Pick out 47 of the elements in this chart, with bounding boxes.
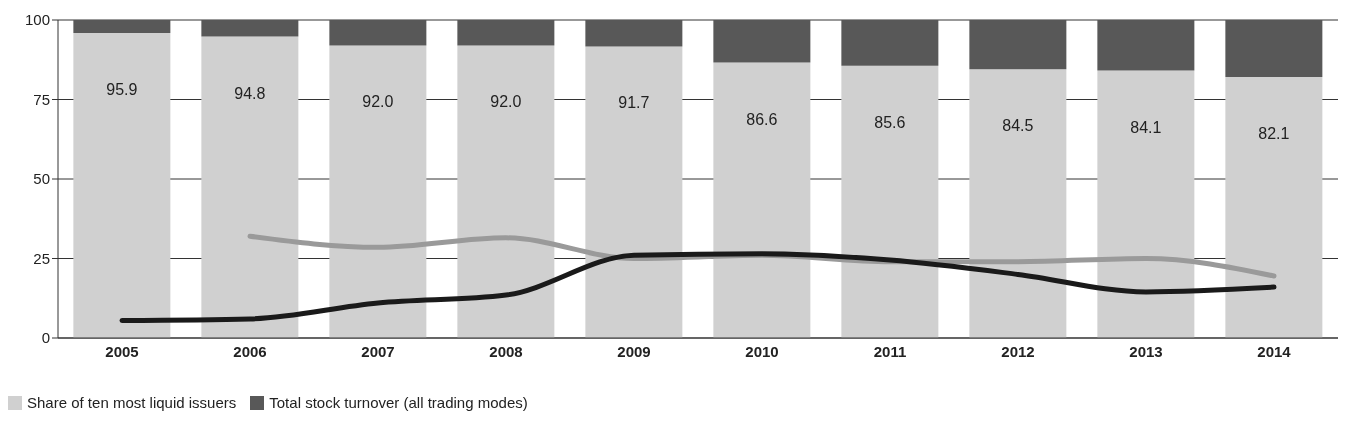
data-label: 84.1: [1130, 118, 1162, 136]
bar: [73, 20, 171, 34]
x-tick-label: 2008: [489, 342, 523, 360]
legend-label: Total stock turnover (all trading modes): [269, 394, 528, 411]
bar: [713, 62, 811, 338]
y-tick-label: 100: [24, 11, 50, 29]
bar: [201, 36, 299, 338]
data-label: 84.5: [1002, 117, 1034, 135]
x-tick-label: 2007: [361, 342, 395, 360]
bar: [969, 20, 1067, 70]
data-label: 86.6: [746, 110, 778, 128]
y-tick-label: 50: [33, 170, 50, 188]
x-tick-label: 2014: [1257, 342, 1292, 360]
data-label: 94.8: [234, 84, 266, 102]
bar: [1225, 20, 1323, 77]
bar: [585, 20, 683, 47]
bar: [969, 69, 1067, 338]
bar: [1097, 20, 1195, 71]
y-tick-label: 0: [41, 329, 50, 347]
bar: [841, 65, 939, 338]
data-label: 92.0: [490, 93, 522, 111]
bar: [329, 45, 427, 338]
bar: [841, 20, 939, 66]
x-tick-label: 2012: [1001, 342, 1035, 360]
bar: [585, 46, 683, 338]
legend-label: Share of ten most liquid issuers: [27, 394, 237, 411]
data-label: 92.0: [362, 93, 394, 111]
data-label: 85.6: [874, 113, 906, 131]
bar: [1097, 70, 1195, 338]
bar: [457, 45, 555, 338]
x-tick-label: 2005: [105, 342, 139, 360]
x-tick-label: 2006: [233, 342, 267, 360]
x-tick-label: 2013: [1129, 342, 1163, 360]
x-tick-label: 2010: [745, 342, 779, 360]
bar: [457, 20, 555, 46]
y-tick-label: 75: [33, 90, 50, 108]
x-tick-label: 2011: [873, 342, 907, 360]
bar: [201, 20, 299, 37]
data-label: 82.1: [1258, 124, 1290, 142]
bar: [73, 33, 171, 338]
x-tick-label: 2009: [617, 342, 651, 360]
bar: [713, 20, 811, 63]
data-label: 95.9: [106, 81, 138, 99]
bar: [1225, 76, 1323, 338]
y-tick-label: 25: [33, 249, 50, 267]
data-label: 91.7: [618, 94, 650, 112]
bar: [329, 20, 427, 46]
